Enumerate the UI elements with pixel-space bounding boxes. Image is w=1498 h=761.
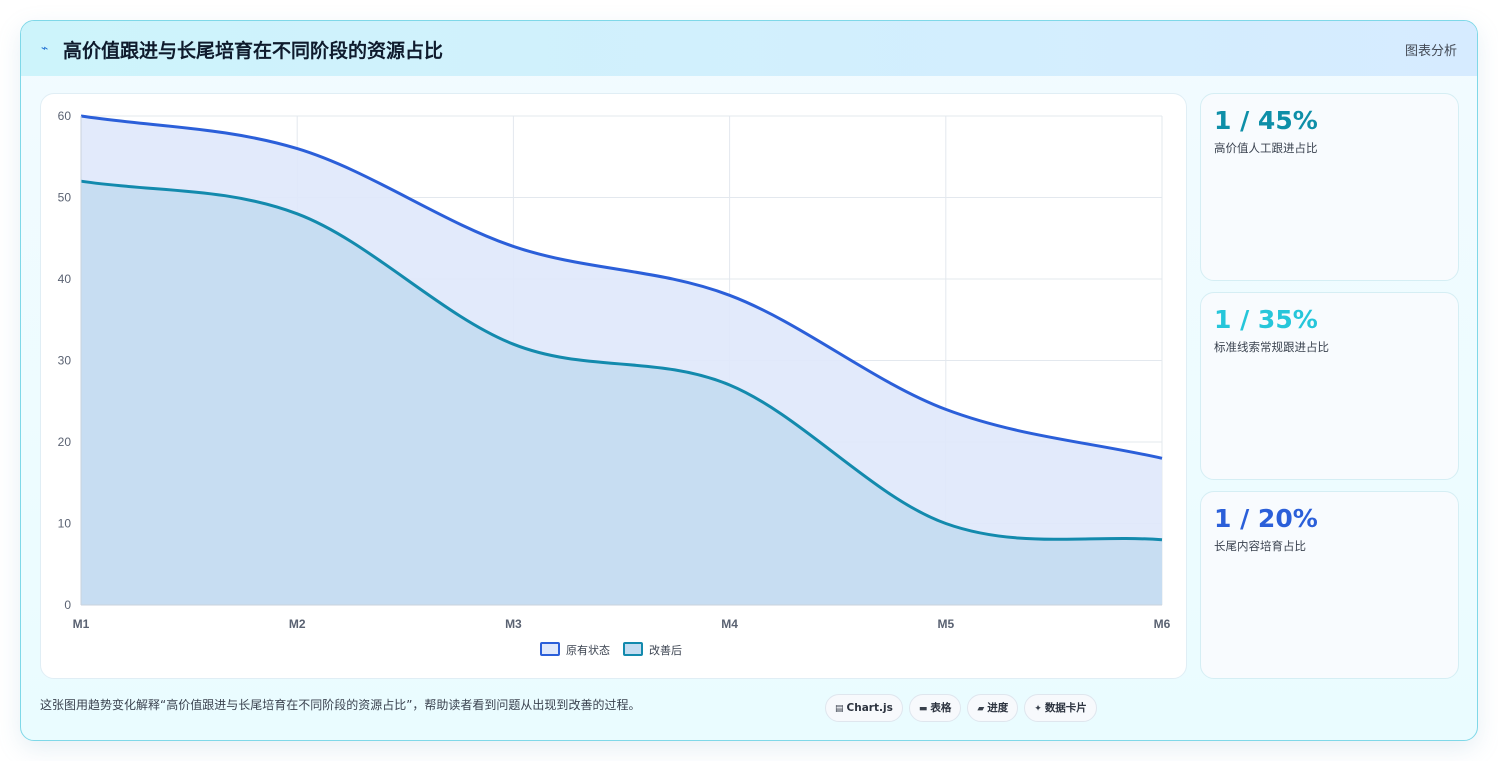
x-tick-label: M3 [505, 617, 522, 631]
chip-label: 数据卡片 [1044, 702, 1087, 714]
legend-label: 原有状态 [566, 643, 610, 657]
card-header: ⌁ 高价值跟进与长尾培育在不同阶段的资源占比 图表分析 [21, 21, 1477, 76]
kpi-value: 1 / 20% [1214, 504, 1318, 533]
page-title: 高价值跟进与长尾培育在不同阶段的资源占比 [63, 40, 444, 62]
kpi-label: 高价值人工跟进占比 [1214, 141, 1318, 155]
kpi-value: 1 / 35% [1214, 305, 1318, 334]
kpi-value: 1 / 45% [1214, 106, 1318, 135]
series-line-0 [80, 114, 1163, 460]
y-tick-label: 10 [58, 517, 72, 531]
table-icon: ▬ [918, 704, 928, 714]
y-tick-label: 40 [58, 272, 72, 286]
series-area-1 [81, 181, 1162, 605]
y-tick-label: 20 [58, 435, 72, 449]
chip-chartjs[interactable]: ▤ Chart.js [825, 694, 903, 722]
chart-analysis-link[interactable]: 图表分析 [1404, 44, 1457, 59]
y-tick-label: 30 [58, 354, 72, 368]
sparkle-icon: ✦ [1034, 704, 1042, 714]
kpi-card-standard: 1 / 35% 标准线索常规跟进占比 [1200, 292, 1459, 480]
y-tick-label: 50 [58, 191, 72, 205]
kpi-label: 标准线索常规跟进占比 [1214, 340, 1329, 354]
chip-label: Chart.js [846, 702, 893, 714]
chip-progress[interactable]: ▰ 进度 [967, 694, 1019, 722]
x-tick-label: M4 [721, 617, 738, 631]
chart-panel: 0 10 20 30 40 50 60 M1 M2 M3 M4 M5 M6 原有状态 改善后 [40, 93, 1187, 679]
zap-icon: ⌁ [41, 41, 49, 55]
chip-table[interactable]: ▬ 表格 [908, 694, 962, 722]
legend-swatch [623, 642, 643, 656]
x-tick-label: M1 [73, 617, 90, 631]
x-tick-label: M6 [1154, 617, 1171, 631]
chart-icon: ▤ [835, 704, 844, 714]
chip-data-card[interactable]: ✦ 数据卡片 [1024, 694, 1097, 722]
kpi-label: 长尾内容培育占比 [1214, 539, 1306, 553]
chip-label: 表格 [930, 702, 952, 714]
area-chart: 0 10 20 30 40 50 60 M1 M2 M3 M4 M5 M6 原有状态 改善后 [58, 109, 1171, 657]
x-tick-label: M2 [289, 617, 306, 631]
series-line-1 [80, 179, 1163, 542]
chip-label: 进度 [987, 702, 1009, 714]
kpi-card-long-tail: 1 / 20% 长尾内容培育占比 [1200, 491, 1459, 679]
chip-row: ▤ Chart.js ▬ 表格 ▰ 进度 ✦ 数据卡片 [825, 694, 1103, 722]
chart-caption: 这张图用趋势变化解释“高价值跟进与长尾培育在不同阶段的资源占比”，帮助读者看到问… [40, 698, 641, 712]
chart-card: ⌁ 高价值跟进与长尾培育在不同阶段的资源占比 图表分析 0 10 20 30 40 50 6… [20, 20, 1478, 741]
x-tick-label: M5 [937, 617, 954, 631]
legend-label: 改善后 [649, 643, 682, 657]
legend-swatch [540, 642, 560, 656]
kpi-card-high-value: 1 / 45% 高价值人工跟进占比 [1200, 93, 1459, 281]
y-tick-label: 0 [64, 598, 71, 612]
progress-icon: ▰ [977, 704, 985, 714]
y-tick-label: 60 [58, 109, 72, 123]
